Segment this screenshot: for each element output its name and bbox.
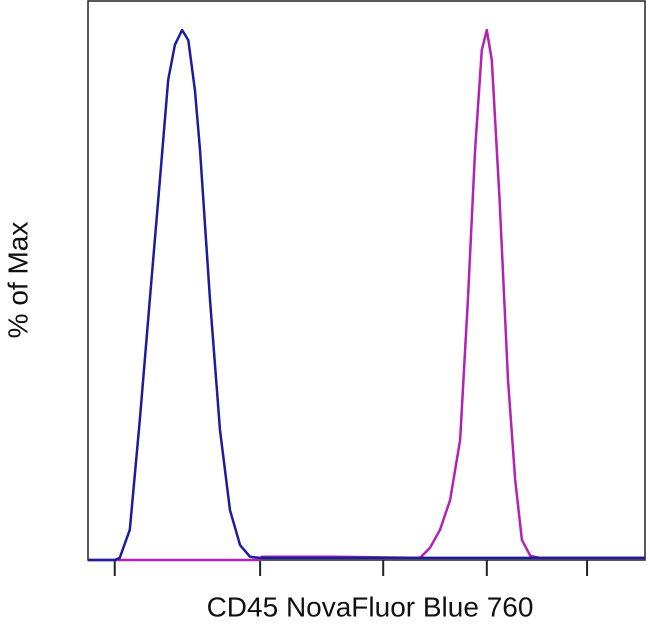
x-axis-label: CD45 NovaFluor Blue 760: [207, 591, 534, 622]
histogram-line: [88, 28, 645, 562]
plot-frame: [87, 0, 646, 561]
histogram-line: [88, 28, 645, 562]
y-axis-label: % of Max: [2, 222, 33, 339]
